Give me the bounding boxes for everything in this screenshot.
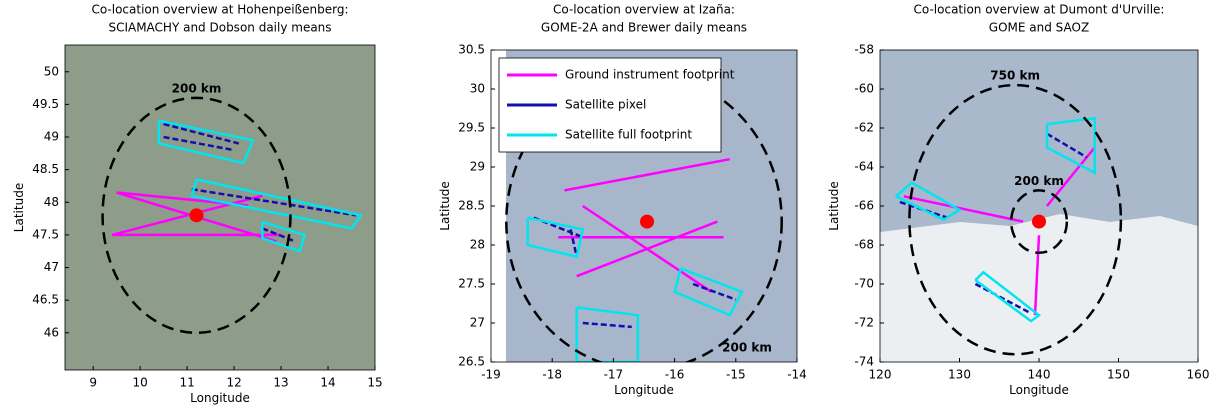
y-tick-label: -70 — [854, 277, 874, 291]
circle-label: 750 km — [990, 69, 1040, 83]
x-tick-label: 14 — [320, 376, 335, 390]
y-tick-label: 50 — [44, 64, 59, 78]
footprint-line — [157, 119, 364, 253]
plot-area — [895, 83, 1123, 356]
chart-title: Co-location overview at Dumont d'Urville… — [914, 3, 1165, 17]
x-tick-label: -15 — [726, 368, 746, 382]
legend-label: Ground instrument footprint — [565, 68, 735, 82]
y-tick-label: -58 — [854, 43, 874, 57]
station-marker — [1032, 214, 1046, 229]
plot-area — [505, 72, 783, 362]
y-tick-label: 30.5 — [458, 43, 485, 57]
chart-title: GOME and SAOZ — [989, 21, 1089, 35]
y-tick-label: -66 — [854, 199, 874, 213]
x-tick-label: 10 — [133, 376, 148, 390]
y-tick-label: 49.5 — [32, 97, 59, 111]
y-tick-label: 29.5 — [458, 121, 485, 135]
y-tick-label: 26.5 — [458, 355, 485, 369]
range-circle — [1009, 189, 1069, 255]
y-tick-label: 28 — [470, 238, 485, 252]
x-tick-label: -16 — [665, 368, 685, 382]
y-tick-label: 48.5 — [32, 162, 59, 176]
x-tick-label: 140 — [1028, 368, 1051, 382]
y-tick-label: 46 — [44, 325, 59, 339]
y-tick-label: -68 — [854, 238, 874, 252]
x-tick-label: 12 — [226, 376, 241, 390]
y-tick-label: 27.5 — [458, 277, 485, 291]
x-tick-label: 150 — [1107, 368, 1130, 382]
x-tick-label: 9 — [89, 376, 97, 390]
y-axis-label: Latitude — [827, 181, 841, 230]
axes-frame — [64, 44, 376, 371]
y-tick-label: 49 — [44, 130, 59, 144]
chart-title: SCIAMACHY and Dobson daily means — [108, 21, 331, 35]
x-tick-label: -18 — [542, 368, 562, 382]
x-tick-label: 160 — [1187, 368, 1210, 382]
x-tick-label: -17 — [604, 368, 624, 382]
footprint-line — [558, 157, 730, 293]
y-tick-label: -62 — [854, 121, 874, 135]
circle-label: 200 km — [722, 341, 772, 355]
y-tick-label: -60 — [854, 82, 874, 96]
y-tick-label: 46.5 — [32, 293, 59, 307]
x-axis-label: Longitude — [614, 383, 674, 397]
x-tick-label: 13 — [273, 376, 288, 390]
y-tick-label: 47 — [44, 260, 59, 274]
ice-shelf — [880, 214, 1198, 362]
chart-title: GOME-2A and Brewer daily means — [541, 21, 747, 35]
x-tick-label: -19 — [481, 368, 501, 382]
y-axis-label: Latitude — [12, 183, 26, 232]
range-circle — [908, 83, 1123, 356]
station-marker — [640, 214, 655, 229]
y-tick-label: -64 — [854, 160, 874, 174]
footprint-line — [895, 116, 1096, 323]
footprint-line — [111, 191, 282, 243]
footprint-line — [163, 122, 357, 243]
y-tick-label: 29 — [470, 160, 485, 174]
y-tick-label: 28.5 — [458, 199, 485, 213]
x-tick-label: -14 — [787, 368, 807, 382]
y-tick-label: 30 — [470, 82, 485, 96]
y-axis-label: Latitude — [438, 181, 452, 230]
y-tick-label: 47.5 — [32, 227, 59, 241]
x-tick-label: 130 — [948, 368, 971, 382]
plot-area — [101, 96, 364, 335]
chart-title: Co-location overview at Izaña: — [553, 3, 735, 17]
footprint-line — [526, 216, 744, 362]
circle-label: 200 km — [1014, 174, 1064, 188]
x-axis-label: Longitude — [190, 391, 250, 405]
circle-label: 200 km — [172, 81, 222, 95]
y-tick-label: -74 — [854, 355, 874, 369]
footprint-line — [533, 216, 737, 329]
x-tick-label: 15 — [367, 376, 382, 390]
range-circle — [101, 96, 292, 335]
x-tick-label: 120 — [869, 368, 892, 382]
legend-label: Satellite pixel — [565, 98, 646, 112]
x-tick-label: 11 — [179, 376, 194, 390]
station-marker — [189, 208, 204, 223]
x-axis-label: Longitude — [1009, 383, 1069, 397]
y-tick-label: 27 — [470, 316, 485, 330]
footprint-line — [899, 132, 1088, 315]
chart-title: Co-location overview at Hohenpeißenberg: — [91, 3, 348, 17]
y-tick-label: 48 — [44, 195, 59, 209]
y-tick-label: -72 — [854, 316, 874, 330]
legend-label: Satellite full footprint — [565, 128, 692, 142]
